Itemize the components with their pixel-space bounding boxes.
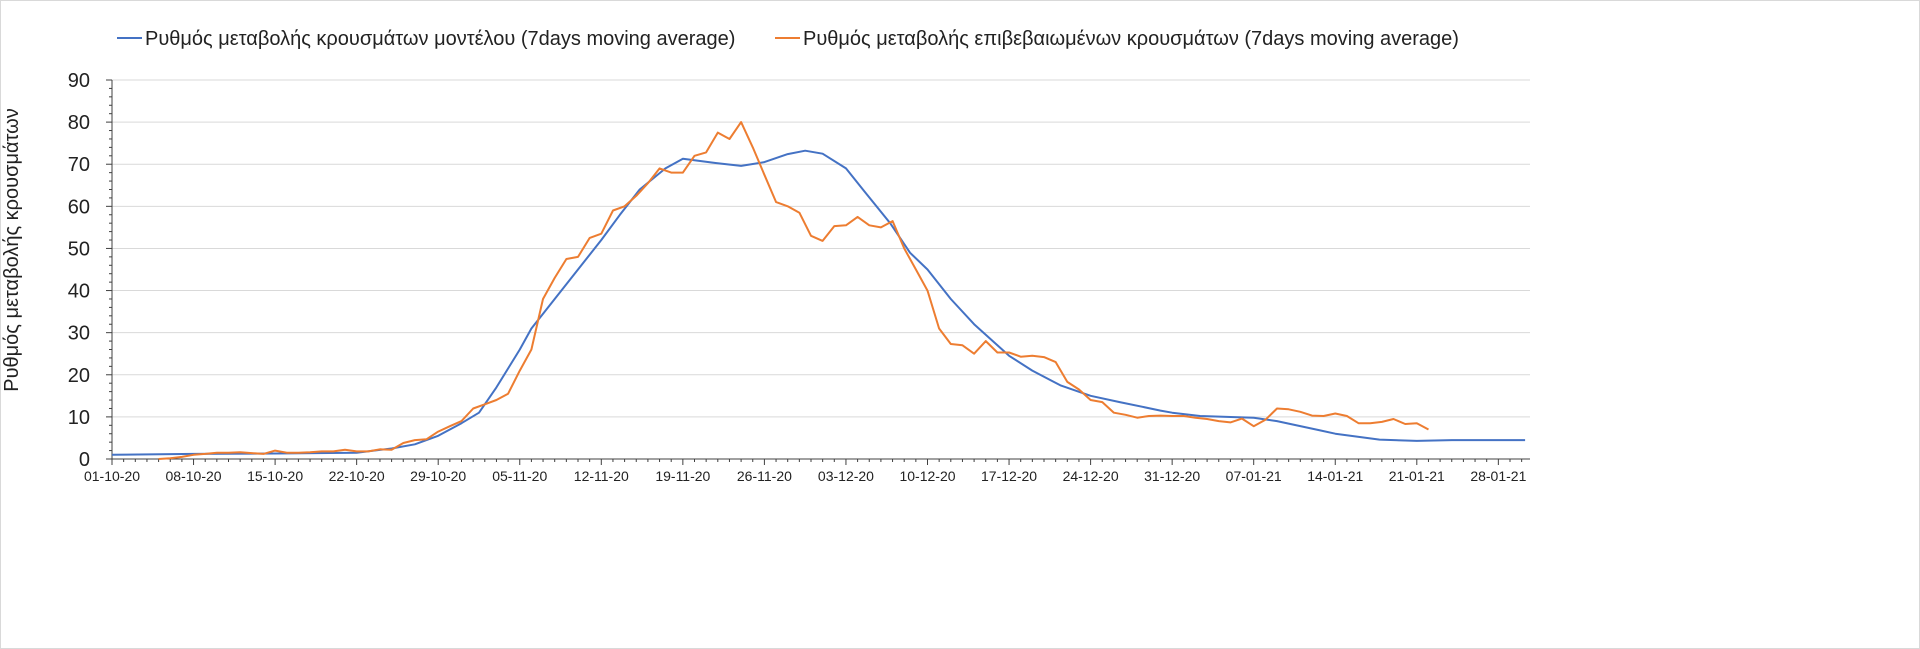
axes: 0 10 20 30 40 50 60 70 80 90 01-10-20 08-10-20 15-10…	[68, 70, 1530, 484]
x-tick-label: 14-01-21	[1307, 468, 1363, 484]
series-line-model	[111, 149, 1526, 456]
x-tick-label: 29-10-20	[410, 468, 466, 484]
y-tick-label: 30	[68, 323, 90, 345]
y-tick-label: 80	[68, 112, 90, 134]
x-tick-label: 05-11-20	[492, 468, 547, 484]
x-tick-label: 19-11-20	[655, 468, 710, 484]
x-tick-label: 10-12-20	[899, 468, 955, 484]
legend: Ρυθμός μεταβολής κρουσμάτων μοντέλου (7d…	[117, 28, 1459, 50]
x-tick-label: 31-12-20	[1144, 468, 1200, 484]
y-tick-label: 70	[68, 154, 90, 176]
x-tick-label: 15-10-20	[247, 468, 303, 484]
x-tick-label: 22-10-20	[329, 468, 385, 484]
y-tick-label: 20	[68, 365, 90, 387]
y-tick-label: 60	[68, 196, 90, 218]
y-tick-label: 50	[68, 238, 90, 260]
y-axis-label: Ρυθμός μεταβολής κρουσμάτων	[1, 108, 23, 392]
series-lines	[111, 121, 1526, 460]
y-tick-label: 40	[68, 281, 90, 303]
x-tick-label: 12-11-20	[574, 468, 629, 484]
legend-label: Ρυθμός μεταβολής κρουσμάτων μοντέλου (7d…	[145, 28, 735, 50]
x-tick-label: 21-01-21	[1389, 468, 1445, 484]
y-tick-label: 10	[68, 407, 90, 429]
x-tick-label: 26-11-20	[737, 468, 792, 484]
x-tick-label: 03-12-20	[818, 468, 874, 484]
y-tick-label: 90	[68, 70, 90, 92]
x-tick-label: 07-01-21	[1226, 468, 1282, 484]
legend-label: Ρυθμός μεταβολής επιβεβαιωμένων κρουσμάτ…	[803, 28, 1459, 50]
x-tick-label: 24-12-20	[1063, 468, 1119, 484]
gridlines	[112, 79, 1530, 418]
x-tick-label: 08-10-20	[166, 468, 222, 484]
x-tick-label: 17-12-20	[981, 468, 1037, 484]
series-line-confirmed	[158, 121, 1429, 460]
y-tick-label: 0	[79, 449, 90, 471]
x-tick-label: 28-01-21	[1470, 468, 1526, 484]
x-tick-label: 01-10-20	[84, 468, 140, 484]
